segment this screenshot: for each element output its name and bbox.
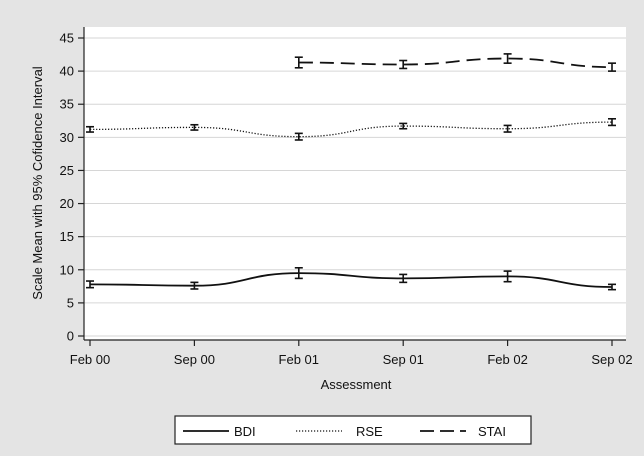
series-stai <box>294 53 616 72</box>
y-tick-label: 5 <box>67 295 74 310</box>
y-axis: 0 5 10 15 20 25 30 35 40 45 <box>60 27 85 344</box>
series-line-bdi <box>89 272 613 288</box>
x-tick-label: Sep 01 <box>383 352 424 367</box>
y-tick-label: 25 <box>60 163 74 178</box>
x-axis-label: Assessment <box>321 377 392 392</box>
legend: BDI RSE STAI <box>174 415 532 445</box>
legend-label-rse: RSE <box>356 424 383 439</box>
series-layer <box>86 53 616 291</box>
series-rse <box>86 117 616 141</box>
y-tick-label: 45 <box>60 31 74 46</box>
plot-area <box>84 27 626 340</box>
y-tick-label: 20 <box>60 196 74 211</box>
x-tick-label: Feb 00 <box>70 352 110 367</box>
x-tick-label: Sep 00 <box>174 352 215 367</box>
gridlines <box>84 37 626 337</box>
y-tick-label: 30 <box>60 130 74 145</box>
y-axis-label: Scale Mean with 95% Cofidence Interval <box>30 66 45 300</box>
series-line-stai <box>298 57 613 69</box>
legend-box <box>174 415 532 445</box>
y-tick-label: 15 <box>60 229 74 244</box>
legend-label-bdi: BDI <box>234 424 256 439</box>
y-tick-label: 10 <box>60 262 74 277</box>
x-tick-label: Sep 02 <box>591 352 632 367</box>
x-tick-label: Feb 02 <box>487 352 527 367</box>
series-line-rse <box>89 121 613 138</box>
x-tick-label: Feb 01 <box>279 352 319 367</box>
x-axis: Feb 00 Sep 00 Feb 01 Sep 01 Feb 02 Sep 02 <box>70 339 633 367</box>
legend-label-stai: STAI <box>478 424 506 439</box>
y-tick-label: 0 <box>67 329 74 344</box>
y-tick-label: 35 <box>60 97 74 112</box>
y-tick-label: 40 <box>60 64 74 79</box>
series-bdi <box>86 266 616 291</box>
